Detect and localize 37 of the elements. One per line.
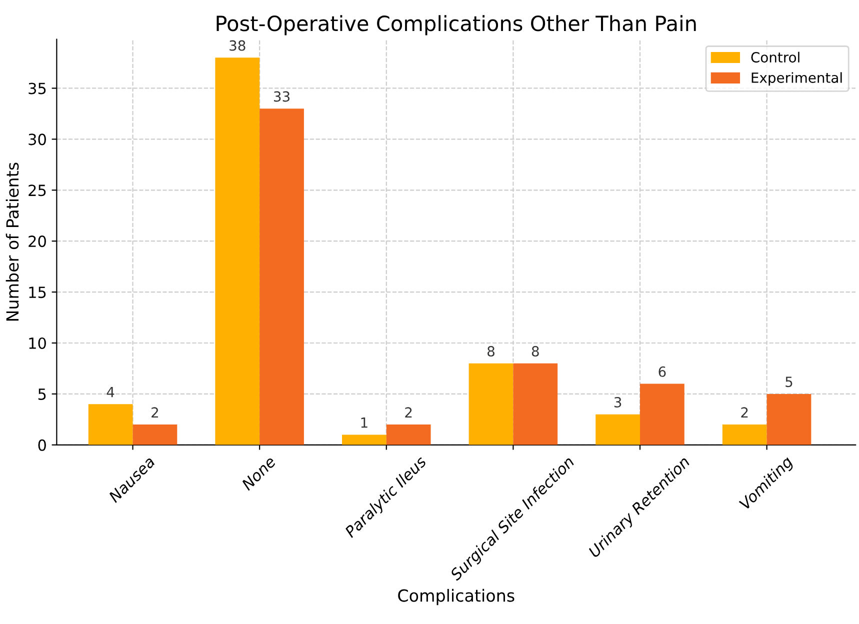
bar bbox=[132, 424, 178, 445]
bar bbox=[342, 434, 386, 445]
bar bbox=[468, 363, 514, 445]
data-label: 2 bbox=[405, 407, 412, 418]
y-tick-label: 5 bbox=[38, 388, 46, 400]
data-label: 1 bbox=[361, 418, 368, 428]
data-label: 6 bbox=[658, 366, 666, 377]
y-tick-label: 15 bbox=[29, 286, 46, 298]
data-label: 3 bbox=[614, 396, 622, 408]
y-axis-title: Number of Patients bbox=[6, 162, 19, 321]
legend-label: Control bbox=[751, 52, 800, 63]
data-label: 5 bbox=[786, 376, 792, 388]
bar bbox=[596, 414, 640, 445]
y-tick-label: 25 bbox=[28, 184, 46, 196]
bar bbox=[215, 58, 260, 445]
data-label: 4 bbox=[106, 386, 114, 398]
bar bbox=[640, 384, 684, 445]
data-label: 2 bbox=[741, 407, 748, 418]
y-tick-label: 35 bbox=[28, 82, 46, 94]
legend-label: Experimental bbox=[752, 72, 842, 86]
data-label: 38 bbox=[230, 40, 246, 51]
bar bbox=[88, 404, 133, 445]
data-label: 8 bbox=[532, 346, 539, 357]
bar bbox=[260, 108, 304, 445]
bar bbox=[722, 424, 767, 445]
y-tick-label: 0 bbox=[38, 439, 46, 451]
data-label: 2 bbox=[152, 407, 158, 418]
bar bbox=[386, 424, 431, 445]
chart-title: Post-Operative Complications Other Than Pain bbox=[216, 15, 696, 36]
data-label: 8 bbox=[488, 346, 494, 357]
y-tick-label: 20 bbox=[28, 236, 46, 248]
data-label: 33 bbox=[274, 91, 290, 102]
y-tick-label: 30 bbox=[28, 134, 46, 146]
bar bbox=[766, 394, 812, 445]
x-axis-title: Complications bbox=[398, 588, 514, 606]
y-tick-label: 10 bbox=[29, 337, 46, 350]
bar bbox=[513, 363, 558, 445]
